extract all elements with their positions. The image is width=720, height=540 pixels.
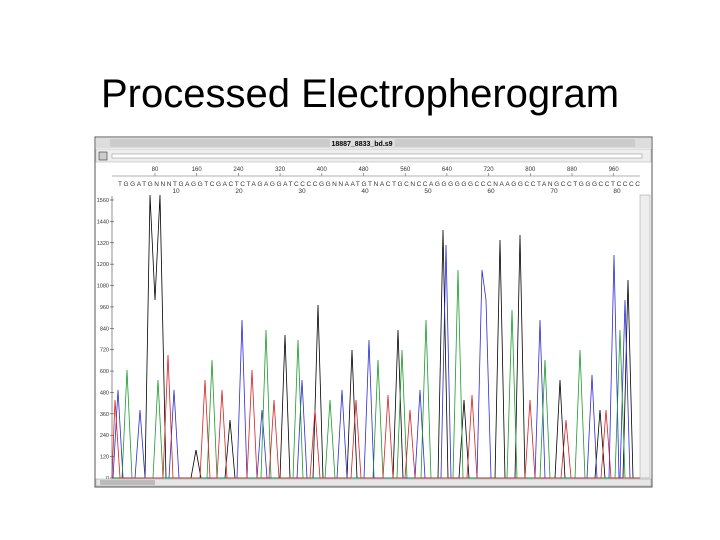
base-position: 20 — [235, 188, 243, 195]
y-tick-label: 1440 — [97, 219, 109, 225]
title-bar — [96, 138, 651, 148]
base-position: 60 — [487, 188, 495, 195]
ruler-label: 880 — [567, 167, 578, 173]
title-stripes — [110, 139, 635, 147]
ruler-label: 320 — [275, 167, 286, 173]
y-tick-label: 240 — [100, 433, 109, 439]
trace-green — [112, 269, 640, 479]
trace-black — [112, 194, 640, 479]
base-sequence: TGGATGNNNTGAGGTCGACTCTAGAGGATCCCCGGNNAAT… — [118, 181, 640, 188]
y-tick-label: 1560 — [97, 198, 109, 204]
base-position: 30 — [298, 188, 306, 195]
vertical-scroll[interactable] — [639, 194, 651, 479]
base-position: 40 — [361, 188, 369, 195]
toolbar-button[interactable] — [98, 151, 108, 161]
base-position: 50 — [424, 188, 432, 195]
y-tick-label: 840 — [100, 326, 109, 332]
y-tick-label: 480 — [100, 390, 109, 396]
ruler-label: 640 — [442, 167, 453, 173]
base-position: 70 — [550, 188, 558, 195]
y-tick-label: 1080 — [97, 284, 109, 290]
window-title: 18887_8833_bd.s9 — [331, 141, 392, 148]
base-position: 10 — [172, 188, 180, 195]
y-tick-label: 720 — [100, 348, 109, 354]
scroll-bar[interactable] — [95, 478, 652, 487]
slide-title: Processed Electropherogram — [100, 72, 620, 116]
ruler-label: 480 — [358, 167, 369, 173]
y-tick-label: 960 — [100, 305, 109, 311]
y-tick-label: 1200 — [97, 262, 109, 268]
ruler-label: 560 — [400, 167, 411, 173]
base-position: 80 — [613, 188, 621, 195]
ruler: 80 160 240 320 400 480 560 640 720 800 880 960 — [152, 167, 620, 176]
ruler-label: 240 — [233, 167, 244, 173]
sequence-row: TGGATGNNNTGAGGTCGACTCTAGAGGATCCCCGGNNAAT… — [118, 181, 640, 195]
trace-blue — [112, 244, 640, 479]
traces — [111, 194, 640, 479]
ruler-label: 720 — [484, 167, 495, 173]
zoom-controls[interactable] — [100, 480, 155, 485]
ruler-label: 160 — [192, 167, 203, 173]
y-tick-label: 360 — [100, 412, 109, 418]
trace-red — [111, 354, 640, 479]
y-tick-label: 120 — [100, 455, 109, 461]
slider[interactable] — [111, 153, 643, 159]
y-tick-label: 600 — [100, 369, 109, 375]
ruler-label: 400 — [317, 167, 328, 173]
ruler-label: 800 — [525, 167, 536, 173]
window-frame — [94, 136, 653, 488]
ruler-label: 960 — [609, 167, 620, 173]
ruler-label: 80 — [152, 167, 159, 173]
y-axis-ticks: 1560 1440 1320 1200 1080 960 840 720 600 480 360 24… — [97, 198, 114, 482]
y-tick-label: 1320 — [97, 241, 109, 247]
